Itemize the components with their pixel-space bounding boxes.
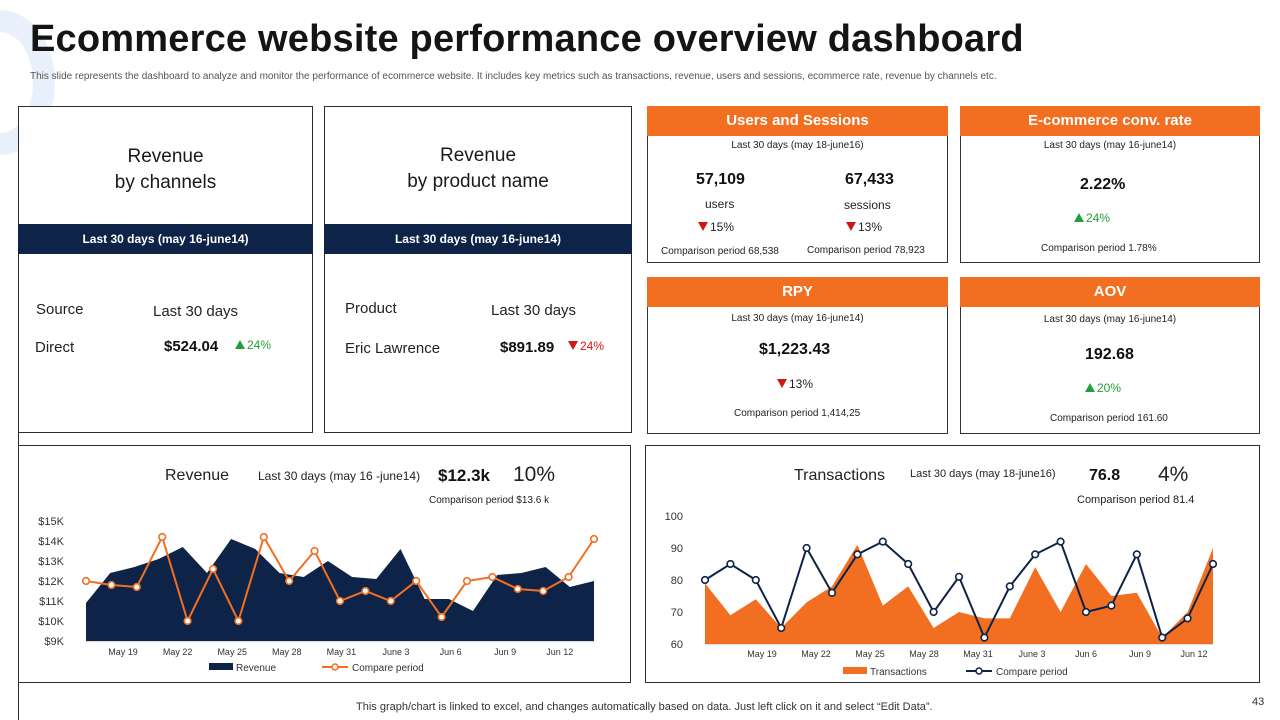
footer-note: This graph/chart is linked to excel, and… (356, 701, 933, 713)
channels-row-change: 24% (235, 338, 271, 352)
down-arrow-icon (698, 222, 708, 231)
up-arrow-icon (235, 340, 245, 349)
channels-row-label: Direct (35, 339, 75, 356)
channels-col1-header: Source (36, 301, 84, 318)
sessions-comparison: Comparison period 78,923 (807, 245, 925, 256)
product-col1-header: Product (345, 300, 397, 317)
product-title-line2: by product name (407, 171, 549, 192)
down-arrow-icon (568, 341, 578, 350)
users-sessions-header: Users and Sessions (647, 106, 948, 136)
users-sessions-card: Users and Sessions Last 30 days (may 18-… (647, 106, 948, 263)
down-arrow-icon (777, 379, 787, 388)
revenue-chart-percent: 10% (513, 463, 556, 486)
aov-header: AOV (960, 277, 1260, 307)
transactions-chart-value: 76.8 (1089, 467, 1121, 484)
revenue-chart-value: $12.3k (438, 466, 490, 485)
channels-title-line1: Revenue (127, 146, 204, 167)
revenue-chart-period: Last 30 days (may 16 -june14) (258, 469, 421, 483)
product-title-line1: Revenue (439, 145, 517, 166)
revenue-by-product-panel: Revenue by product name Last 30 days (ma… (324, 106, 632, 433)
transactions-chart-title: Transactions (794, 467, 885, 484)
channels-period-bar: Last 30 days (may 16-june14) (18, 224, 313, 254)
rpy-header: RPY (647, 277, 948, 307)
product-period-bar: Last 30 days (may 16-june14) (324, 224, 632, 254)
product-row-value: $891.89 (500, 339, 555, 356)
aov-change: 20% (1085, 381, 1121, 395)
channels-col2-header: Last 30 days (153, 303, 239, 320)
up-arrow-icon (1074, 213, 1084, 222)
aov-value: 192.68 (1085, 346, 1134, 363)
revenue-chart-panel: Revenue Last 30 days (may 16 -june14) $1… (18, 445, 631, 683)
page-title: Ecommerce website performance overview d… (30, 18, 1024, 60)
aov-comparison: Comparison period 161.60 (1050, 413, 1168, 424)
transactions-chart-comparison: Comparison period 81.4 (1077, 494, 1195, 506)
frame-line (18, 433, 19, 720)
sessions-value: 67,433 (845, 171, 894, 188)
product-row-label: Eric Lawrence (345, 340, 441, 357)
conversion-rate-card: E-commerce conv. rate Last 30 days (may … (960, 106, 1260, 263)
rpy-value: $1,223.43 (759, 341, 831, 358)
rpy-comparison: Comparison period 1,414,25 (734, 408, 861, 419)
users-label: users (705, 197, 735, 211)
sessions-change: 13% (846, 220, 882, 234)
product-row-change: 24% (568, 339, 604, 353)
page-subtitle: This slide represents the dashboard to a… (30, 71, 997, 82)
product-col2-header: Last 30 days (491, 302, 577, 319)
conversion-rate-change: 24% (1074, 211, 1110, 225)
rpy-card: RPY Last 30 days (may 16-june14) $1,223.… (647, 277, 948, 434)
aov-card: AOV Last 30 days (may 16-june14) 192.68 … (960, 277, 1260, 434)
conversion-rate-comparison: Comparison period 1.78% (1041, 243, 1157, 254)
down-arrow-icon (846, 222, 856, 231)
users-sessions-period: Last 30 days (may 18-june16) (731, 140, 864, 151)
transactions-chart-period: Last 30 days (may 18-june16) (910, 468, 1056, 480)
conversion-rate-period: Last 30 days (may 16-june14) (1043, 140, 1177, 151)
up-arrow-icon (1085, 383, 1095, 392)
page-number: 43 (1252, 696, 1265, 708)
users-change: 15% (698, 220, 734, 234)
transactions-chart-percent: 4% (1158, 463, 1189, 486)
channels-row-value: $524.04 (164, 338, 219, 355)
conversion-rate-header: E-commerce conv. rate (960, 106, 1260, 136)
users-comparison: Comparison period 68,538 (661, 246, 779, 257)
users-value: 57,109 (696, 171, 745, 188)
sessions-label: sessions (844, 198, 891, 212)
revenue-chart-comparison: Comparison period $13.6 k (429, 495, 550, 506)
revenue-by-channels-panel: Revenue by channels Last 30 days (may 16… (18, 106, 313, 433)
aov-period: Last 30 days (may 16-june14) (1043, 314, 1177, 325)
conversion-rate-value: 2.22% (1080, 176, 1126, 193)
revenue-chart-title: Revenue (165, 467, 230, 484)
rpy-period: Last 30 days (may 16-june14) (731, 313, 864, 324)
transactions-chart-panel: Transactions Last 30 days (may 18-june16… (645, 445, 1260, 683)
channels-title-line2: by channels (114, 172, 217, 193)
rpy-change: 13% (777, 377, 813, 391)
